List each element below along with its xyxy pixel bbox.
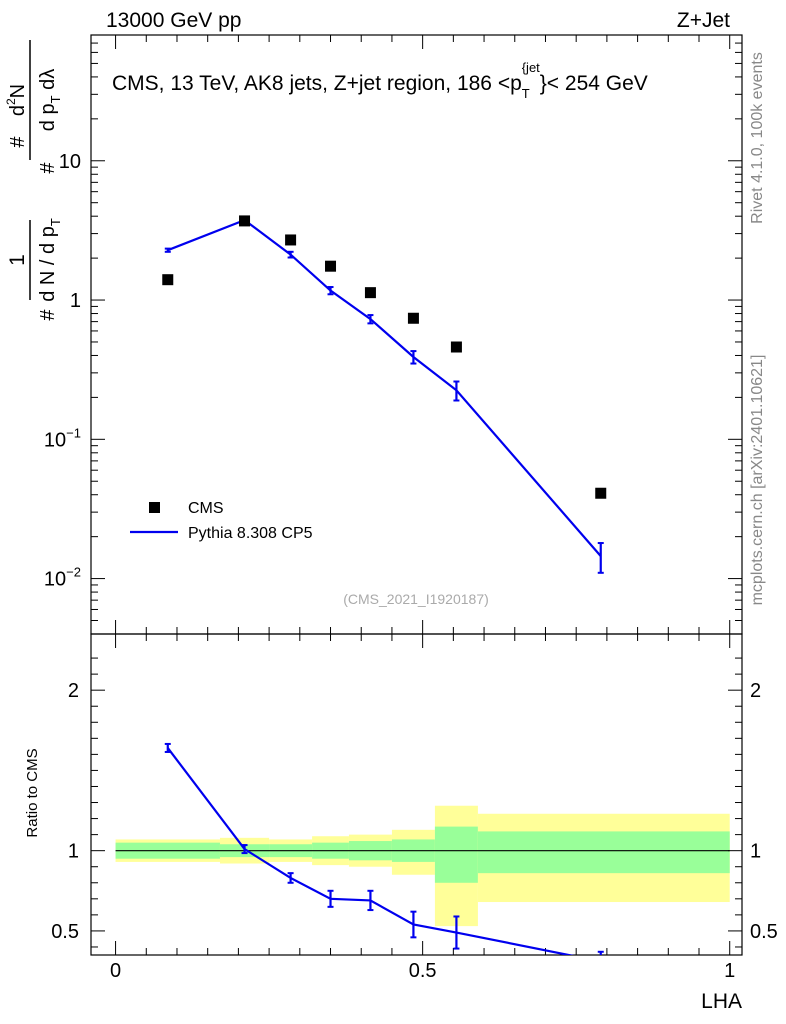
svg-text:d pT dλ: d pT dλ — [37, 69, 63, 131]
ratio-pythia-line — [166, 747, 575, 955]
chart-title-end: }< 254 GeV — [540, 72, 648, 95]
svg-text:#: # — [37, 162, 59, 174]
x-tick-label: 0.5 — [409, 960, 437, 982]
ratio-y-tick-label-left: 1 — [68, 841, 79, 863]
ratio-y-tick-label-right: 0.5 — [750, 921, 778, 943]
ratio-panel: 0.5 0.5 1 1 2 2 0 0.5 1 Ratio to CMS LHA — [24, 633, 778, 1013]
chart-title-sub: T — [522, 86, 530, 101]
y-tick-label: 10−2 — [44, 565, 81, 591]
main-frame — [90, 34, 743, 635]
main-panel: CMS, 13 TeV, AK8 jets, Z+jet region, 186… — [4, 34, 743, 635]
pythia-line — [167, 218, 602, 557]
legend-label-cms: CMS — [188, 500, 224, 517]
inner-uncertainty-band — [434, 826, 478, 883]
svg-text:d N / d pT: d N / d pT — [37, 218, 63, 302]
y-tick-label: 1 — [70, 290, 81, 312]
inner-uncertainty-band — [477, 831, 730, 874]
cms-data-point — [325, 260, 337, 272]
ratio-y-tick-label-left: 0.5 — [51, 921, 79, 943]
svg-text:#: # — [7, 136, 29, 148]
legend-label-pythia: Pythia 8.308 CP5 — [188, 525, 313, 542]
x-tick-label: 0 — [110, 960, 121, 982]
y-tick-label: 10−1 — [44, 425, 81, 451]
chart-title-main: CMS, 13 TeV, AK8 jets, Z+jet region, 186… — [112, 72, 522, 95]
cms-data-point — [595, 487, 607, 499]
cms-data-point — [162, 274, 174, 286]
svg-text:#: # — [37, 309, 59, 321]
cms-data-point — [364, 287, 376, 299]
cms-data-point — [450, 341, 462, 353]
process-label: Z+Jet — [677, 9, 730, 32]
cms-data-point — [285, 234, 297, 246]
mcplots-label: mcplots.cern.ch [arXiv:2401.10621] — [749, 355, 766, 606]
ratio-frame — [90, 633, 743, 956]
ratio-y-tick-label-right: 2 — [750, 680, 761, 702]
svg-text:d2N: d2N — [4, 84, 29, 116]
ratio-y-tick-label-left: 2 — [68, 680, 79, 702]
ratio-y-tick-label-right: 1 — [750, 841, 761, 863]
rivet-version-label: Rivet 4.1.0, 100k events — [749, 52, 766, 224]
energy-label: 13000 GeV pp — [106, 9, 241, 32]
chart-title-sup: {jet — [522, 60, 540, 75]
y-tick-label: 10 — [59, 151, 81, 173]
analysis-watermark: (CMS_2021_I1920187) — [343, 591, 489, 607]
ratio-ylabel: Ratio to CMS — [24, 748, 41, 837]
cms-data-point — [407, 312, 419, 324]
legend-marker-cms — [149, 502, 160, 513]
x-tick-label: 1 — [724, 960, 735, 982]
cms-data-point — [239, 215, 251, 227]
x-axis-label: LHA — [701, 990, 742, 1013]
svg-text:1: 1 — [6, 254, 29, 266]
chart-title: CMS, 13 TeV, AK8 jets, Z+jet region, 186… — [112, 60, 648, 101]
main-ylabel: 1 d N / d pT # d2N d pT dλ # # — [4, 40, 63, 321]
